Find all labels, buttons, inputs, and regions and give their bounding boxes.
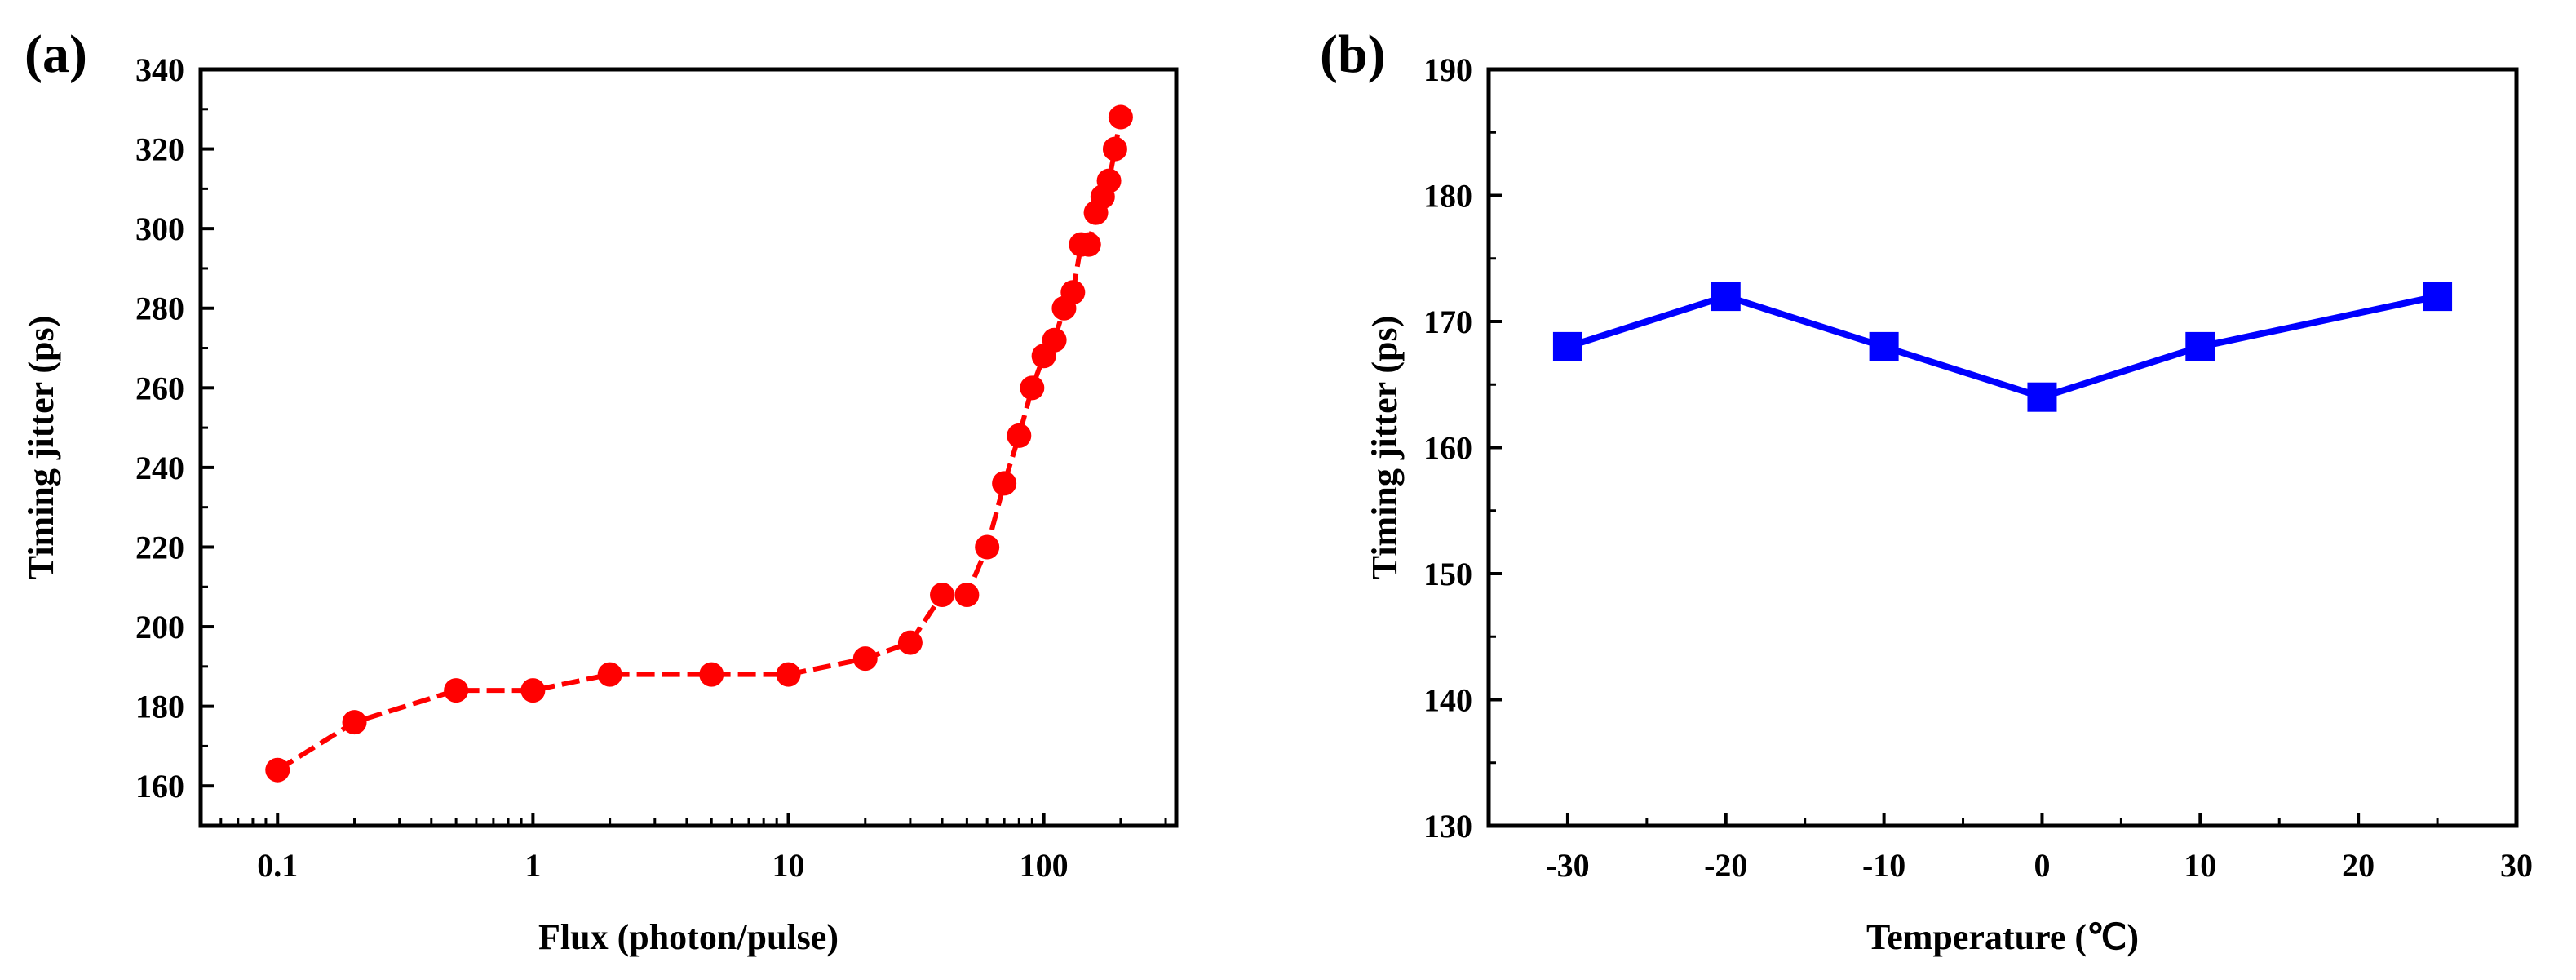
data-point <box>1096 168 1122 193</box>
y-tick-label: 180 <box>135 689 184 725</box>
y-tick-label: 160 <box>135 768 184 805</box>
y-tick-label: 260 <box>135 370 184 406</box>
x-axis-title: Temperature (℃) <box>1866 917 2139 957</box>
y-tick-label: 190 <box>1423 51 1472 88</box>
y-tick-label: 180 <box>1423 178 1472 215</box>
data-point <box>1042 327 1067 353</box>
panel-label: (b) <box>1320 24 1386 84</box>
y-tick-label: 150 <box>1423 556 1472 592</box>
x-tick-label: -10 <box>1862 847 1905 884</box>
data-point <box>1108 104 1133 130</box>
data-point <box>2423 282 2453 312</box>
x-tick-label: -20 <box>1704 847 1747 884</box>
data-point <box>1711 282 1741 312</box>
data-point <box>992 471 1017 496</box>
x-tick-label: 10 <box>2184 847 2216 884</box>
panel-label: (a) <box>24 24 87 84</box>
y-tick-label: 140 <box>1423 682 1472 719</box>
y-tick-label: 130 <box>1423 808 1472 845</box>
data-point <box>2027 382 2057 412</box>
y-tick-label: 220 <box>135 529 184 565</box>
data-point <box>930 583 955 608</box>
data-point <box>1060 280 1086 305</box>
y-axis-title: Timing jitter (ps) <box>21 316 61 579</box>
data-point <box>975 534 1000 560</box>
x-tick-label: 0.1 <box>257 847 298 884</box>
y-tick-label: 170 <box>1423 304 1472 340</box>
data-point <box>597 662 622 687</box>
x-tick-label: -30 <box>1546 847 1589 884</box>
panel-a: 160 180 200 220 240 260 280 300 320 340 0.1 1 10 100 F… <box>21 24 1179 957</box>
data-point <box>342 710 367 735</box>
y-tick-label: 200 <box>135 609 184 645</box>
data-point <box>1020 375 1045 401</box>
plot-frame <box>198 67 1179 828</box>
x-axis-title: Flux (photon/pulse) <box>538 917 839 957</box>
data-point <box>954 583 980 608</box>
y-tick-label: 160 <box>1423 430 1472 467</box>
x-tick-label: 30 <box>2500 847 2533 884</box>
data-point <box>1076 232 1101 257</box>
data-point <box>699 662 724 687</box>
y-tick-label: 320 <box>135 131 184 168</box>
data-point <box>1007 423 1032 448</box>
data-point <box>265 757 290 783</box>
y-tick-label: 240 <box>135 450 184 486</box>
plot-frame <box>1486 67 2519 828</box>
data-point <box>444 678 469 703</box>
x-tick-label: 100 <box>1020 847 1069 884</box>
x-tick-label: 0 <box>2034 847 2050 884</box>
x-tick-label: 10 <box>772 847 805 884</box>
data-point <box>520 678 546 703</box>
x-tick-label: 1 <box>524 847 541 884</box>
series-line <box>276 116 1123 773</box>
data-point <box>1552 331 1582 361</box>
y-tick-label: 300 <box>135 211 184 247</box>
x-tick-label: 20 <box>2342 847 2375 884</box>
data-point <box>2185 331 2215 361</box>
data-point <box>1102 136 1127 162</box>
panel-b: 130 140 150 160 170 180 190 -30 -20 -10 0 10 20 30 Tem… <box>1320 24 2533 957</box>
data-point <box>1869 331 1899 361</box>
y-axis-title: Timing jitter (ps) <box>1365 316 1405 579</box>
series-line <box>1566 292 2438 401</box>
y-tick-label: 280 <box>135 290 184 327</box>
data-point <box>897 630 923 655</box>
data-point <box>776 662 801 687</box>
data-point <box>852 646 878 672</box>
y-tick-label: 340 <box>135 51 184 88</box>
